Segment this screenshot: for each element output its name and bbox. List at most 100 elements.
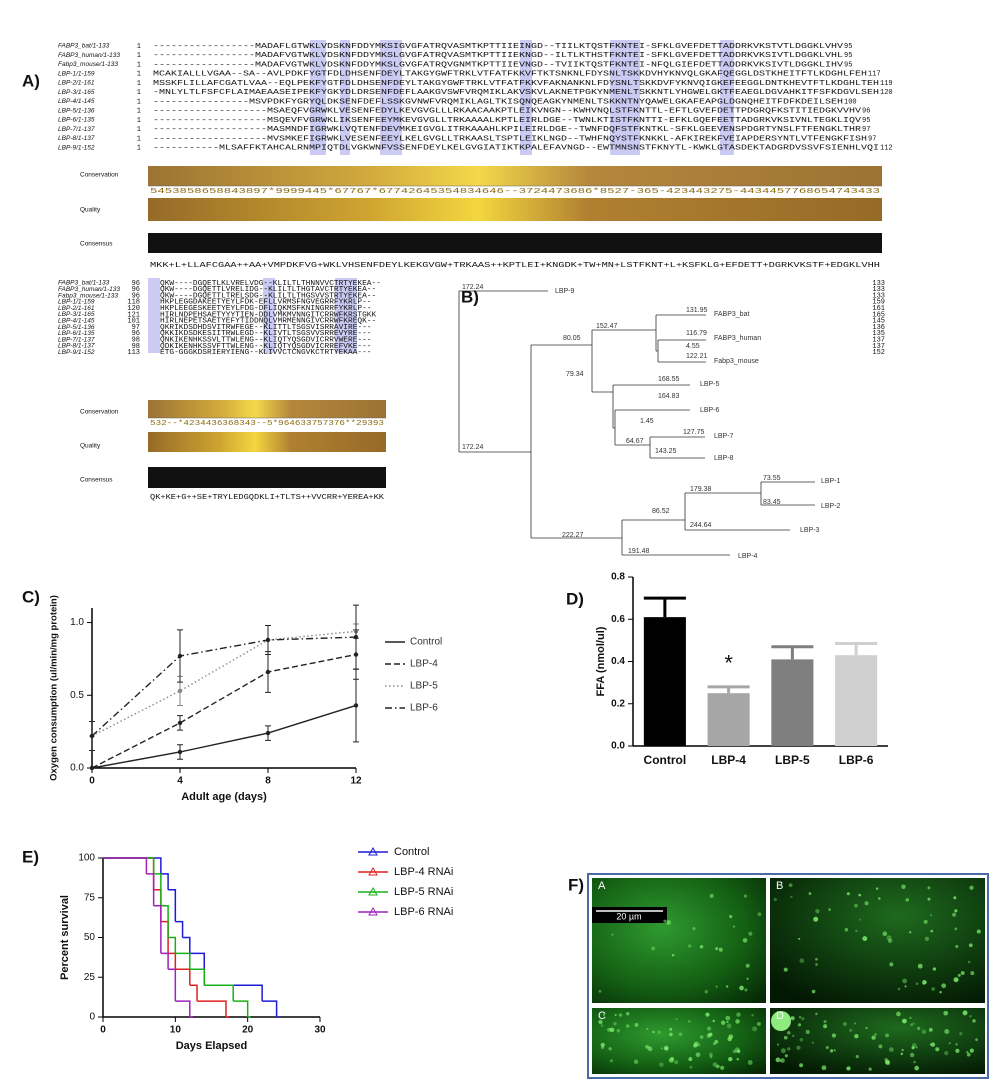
nucleus [831, 1033, 837, 1038]
sequence-end: 96 [862, 108, 870, 116]
nucleus [718, 947, 723, 952]
nucleus [948, 1042, 951, 1045]
sequence-end: 159 [872, 299, 885, 307]
nucleus [757, 912, 762, 917]
sequence-start: 97 [132, 324, 140, 332]
nucleus [930, 1042, 936, 1047]
nucleus [798, 1016, 802, 1019]
nucleus [955, 1048, 960, 1053]
nucleus [744, 988, 748, 992]
nucleus [886, 935, 892, 941]
branch-label: 64.67 [626, 438, 644, 445]
nucleus [815, 1012, 818, 1016]
nucleus [798, 937, 801, 940]
micrograph-label: A [598, 880, 606, 892]
leaf-label: LBP-1 [821, 478, 841, 485]
data-point [265, 669, 271, 675]
nucleus [969, 1048, 974, 1053]
sequence: QKW----DGQETLKLVRELVDG--KLILTLTHNNVVCTRT… [160, 280, 381, 288]
survival-step [160, 952, 169, 970]
nucleus [927, 897, 931, 901]
micrograph-nuclei [598, 883, 981, 1071]
panel-label: E) [22, 847, 39, 866]
panel-label: F) [568, 875, 584, 894]
nucleus [969, 885, 974, 890]
nucleus [780, 1058, 785, 1063]
nucleus [913, 1060, 916, 1064]
series-line [91, 704, 357, 769]
nucleus [734, 1047, 740, 1053]
x-tick-label: 30 [314, 1025, 326, 1036]
sequence-name: Fabp3_mouse/1-133 [58, 61, 118, 68]
leaf-label: LBP-7 [714, 433, 734, 440]
branch-label: 79.34 [566, 371, 584, 378]
x-tick-label: 8 [265, 776, 271, 787]
sequence-end: 137 [872, 337, 885, 345]
nucleus [799, 958, 805, 964]
branch-label: 122.21 [686, 353, 708, 360]
sequence-name: FABP3_human/1-133 [58, 52, 120, 59]
sequence-end: 145 [872, 318, 885, 326]
x-axis-label: Adult age (days) [181, 791, 267, 803]
y-tick-label: 1.0 [70, 617, 84, 628]
nucleus [611, 933, 614, 936]
nucleus [787, 1031, 791, 1035]
nucleus [688, 1057, 693, 1062]
nucleus [808, 892, 812, 895]
nucleus [598, 989, 602, 993]
nucleus [704, 989, 709, 994]
nucleus [790, 1016, 793, 1019]
branch-label: 4.55 [686, 343, 700, 350]
nucleus [775, 1057, 781, 1063]
leaf-label: FABP3_human [714, 335, 761, 342]
branch-label: 222.27 [562, 532, 584, 539]
nucleus [618, 1013, 623, 1017]
nucleus [739, 985, 744, 991]
sequence-start: 98 [132, 337, 140, 345]
sequence: QKW----DGQETTLVRELIDG--KLILTLTHGTAVCTRTY… [160, 286, 376, 294]
data-point [265, 637, 271, 643]
panel-label: C) [22, 587, 40, 606]
track-label: Consensus [80, 241, 113, 248]
sequence-start: 1 [137, 61, 141, 69]
nucleus [732, 925, 736, 928]
nucleus [688, 944, 692, 948]
sequence-start: 121 [127, 311, 140, 319]
y-tick-label: 0.5 [70, 690, 84, 701]
sequence-name: LBP-5/1-136 [58, 324, 95, 331]
legend-label: LBP-6 RNAi [394, 906, 453, 918]
nucleus [715, 1064, 720, 1069]
nucleus [712, 1019, 715, 1023]
sequence: -------------------MSAEQFVGRWKLVESENFEDY… [153, 108, 862, 116]
survival-step [160, 920, 169, 954]
nucleus [663, 919, 667, 923]
x-tick-label: 12 [350, 776, 362, 787]
data-point [177, 653, 183, 659]
sequence-end: 133 [872, 286, 885, 294]
data-point [89, 765, 95, 771]
sequence-start: 1 [137, 98, 141, 106]
sequence-name: LBP-4/1-145 [58, 98, 95, 105]
nucleus [871, 1035, 876, 1040]
sequence-start: 96 [132, 292, 140, 300]
nucleus [858, 893, 862, 897]
leaf-label: LBP-8 [714, 455, 734, 462]
legend-label: Control [394, 846, 429, 858]
nucleus [660, 1047, 663, 1050]
y-tick-label: 0 [89, 1012, 95, 1023]
nucleus [959, 1032, 963, 1036]
branch-label: 80.05 [563, 335, 581, 342]
nucleus [976, 929, 981, 934]
conservation-scores: 5453858658843897*9999445*67767*677426453… [150, 188, 880, 196]
nucleus [689, 1065, 693, 1069]
sequence-end: 133 [872, 292, 885, 300]
leaf-label: LBP-2 [821, 503, 841, 510]
branch-label: 172.24 [462, 284, 484, 291]
survival-step [168, 952, 177, 970]
sequence-end: 165 [872, 311, 885, 319]
nucleus [874, 1033, 877, 1036]
nucleus [720, 1020, 726, 1025]
survival-step [175, 952, 191, 970]
y-tick-label: 50 [84, 932, 96, 943]
